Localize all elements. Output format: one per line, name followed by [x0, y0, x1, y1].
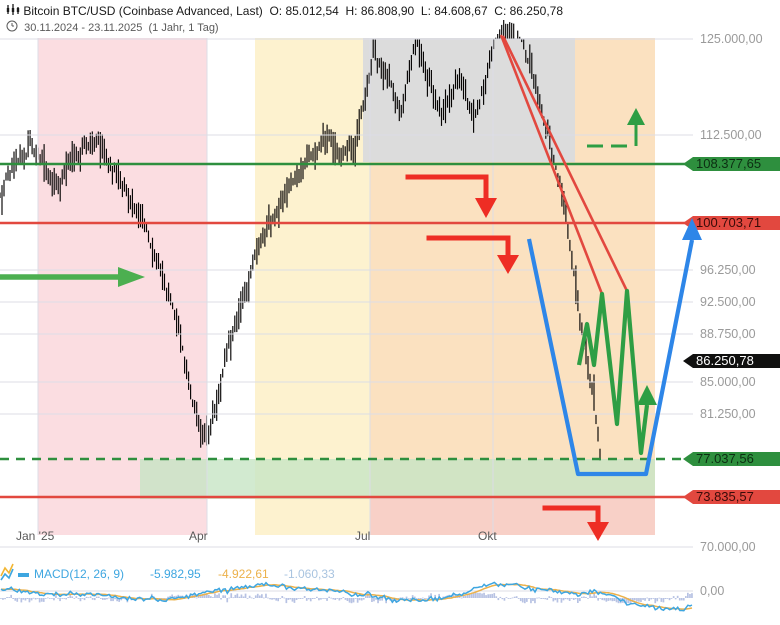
svg-text:125.000,00: 125.000,00 [700, 32, 763, 46]
svg-text:86.250,78: 86.250,78 [696, 353, 754, 368]
svg-text:85.000,00: 85.000,00 [700, 375, 756, 389]
svg-text:73.835,57: 73.835,57 [696, 489, 754, 504]
svg-text:Jul: Jul [355, 529, 370, 543]
svg-text:96.250,00: 96.250,00 [700, 263, 756, 277]
svg-text:112.500,00: 112.500,00 [700, 128, 762, 142]
svg-text:81.250,00: 81.250,00 [700, 407, 756, 421]
svg-text:77.037,56: 77.037,56 [696, 451, 754, 466]
svg-text:88.750,00: 88.750,00 [700, 327, 756, 341]
svg-text:Jan '25: Jan '25 [16, 529, 55, 543]
svg-text:70.000,00: 70.000,00 [700, 540, 756, 554]
svg-text:92.500,00: 92.500,00 [700, 295, 756, 309]
svg-text:Okt: Okt [478, 529, 497, 543]
svg-text:108.377,65: 108.377,65 [696, 156, 761, 171]
svg-text:Apr: Apr [189, 529, 208, 543]
svg-text:100.703,71: 100.703,71 [696, 215, 761, 230]
